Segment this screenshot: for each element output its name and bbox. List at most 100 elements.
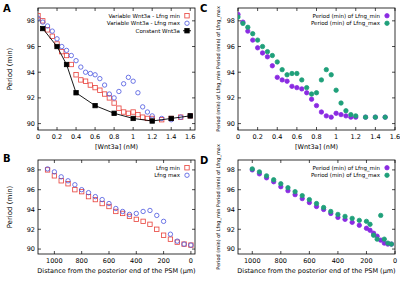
- data-point: [290, 84, 294, 88]
- y-tick-label: 98: [227, 17, 235, 25]
- legend-marker: [185, 14, 189, 18]
- x-tick-label: 1: [334, 133, 338, 141]
- data-point: [131, 116, 135, 120]
- data-point: [88, 71, 92, 75]
- data-point: [59, 175, 63, 179]
- data-point: [314, 91, 318, 95]
- data-point: [136, 112, 140, 116]
- x-tick-label: 1000: [244, 257, 261, 265]
- x-tick-label: 1.2: [147, 133, 157, 141]
- data-point: [309, 97, 313, 101]
- y-tick-label: 98: [27, 17, 35, 25]
- plot-frame: [238, 8, 395, 130]
- data-point: [314, 201, 318, 205]
- data-point: [189, 243, 193, 247]
- data-point: [45, 168, 49, 172]
- data-point: [354, 114, 358, 118]
- legend-marker: [385, 14, 389, 18]
- x-tick-label: 0: [236, 133, 240, 141]
- panel-label: B: [3, 153, 11, 164]
- data-point: [260, 44, 264, 48]
- data-point: [93, 194, 97, 198]
- data-point: [134, 217, 138, 221]
- data-point: [188, 114, 192, 118]
- data-point: [98, 88, 102, 92]
- data-point: [69, 62, 73, 66]
- data-point: [279, 182, 283, 186]
- data-point: [98, 76, 102, 80]
- data-point: [117, 89, 121, 93]
- x-tick: [252, 251, 253, 254]
- y-tick: [238, 249, 241, 250]
- y-tick: [192, 169, 195, 170]
- y-tick: [392, 20, 395, 21]
- x-tick: [38, 127, 39, 130]
- y-tick: [392, 209, 395, 210]
- data-point: [334, 111, 338, 115]
- y-tick: [192, 249, 195, 250]
- y-tick: [238, 72, 241, 73]
- x-tick: [152, 8, 153, 11]
- data-point: [373, 115, 377, 119]
- x-tick-label: 400: [130, 257, 142, 265]
- data-point: [270, 53, 274, 57]
- legend-label: Period (min) of Lfng_min: [313, 165, 381, 172]
- data-point: [150, 119, 154, 123]
- y-tick: [192, 189, 195, 190]
- data-point: [38, 16, 40, 20]
- x-axis-label: [Wnt3a] (nM): [95, 143, 138, 151]
- data-point: [290, 71, 294, 75]
- data-point: [329, 209, 333, 213]
- x-tick: [190, 160, 191, 163]
- data-point: [357, 218, 361, 222]
- panel-label: A: [3, 3, 11, 14]
- data-point: [52, 170, 56, 174]
- y-axis-label: Period (min) of Lfng_min Period (min) of…: [215, 144, 222, 270]
- data-point: [336, 212, 340, 216]
- data-point: [55, 37, 59, 41]
- x-tick-label: 0.4: [71, 133, 81, 141]
- data-point: [64, 48, 68, 52]
- data-point: [74, 73, 78, 77]
- data-point: [66, 179, 70, 183]
- y-tick: [38, 229, 41, 230]
- data-point: [83, 79, 87, 83]
- x-tick: [108, 160, 109, 163]
- data-point: [334, 88, 338, 92]
- data-point: [145, 110, 149, 114]
- x-tick: [136, 160, 137, 163]
- y-tick-label: 90: [27, 120, 35, 128]
- x-tick: [114, 127, 115, 130]
- data-point: [148, 222, 152, 226]
- data-point: [389, 242, 393, 246]
- data-point: [141, 209, 145, 213]
- data-point: [188, 114, 192, 118]
- x-tick: [337, 160, 338, 163]
- data-point: [275, 75, 279, 79]
- x-tick: [316, 127, 317, 130]
- data-point: [363, 115, 367, 119]
- x-tick: [54, 160, 55, 163]
- y-tick-label: 90: [27, 245, 35, 253]
- y-tick: [392, 169, 395, 170]
- y-tick-label: 98: [27, 166, 35, 174]
- x-tick: [57, 127, 58, 130]
- y-tick-label: 90: [227, 245, 235, 253]
- x-tick: [309, 251, 310, 254]
- x-tick: [163, 160, 164, 163]
- x-axis-label: [Wnt3a] (nM): [295, 143, 338, 151]
- legend-label: Period (min) of Lfng_min: [313, 13, 381, 20]
- x-tick: [133, 8, 134, 11]
- data-point: [321, 205, 325, 209]
- data-point: [175, 239, 179, 243]
- x-tick: [296, 8, 297, 11]
- y-tick: [192, 209, 195, 210]
- legend-marker: [185, 29, 189, 33]
- data-point: [148, 208, 152, 212]
- data-point: [50, 29, 54, 33]
- data-point: [41, 20, 45, 24]
- data-point: [114, 206, 118, 210]
- y-tick-label: 92: [27, 94, 35, 102]
- data-point: [350, 216, 354, 220]
- data-point: [161, 219, 165, 223]
